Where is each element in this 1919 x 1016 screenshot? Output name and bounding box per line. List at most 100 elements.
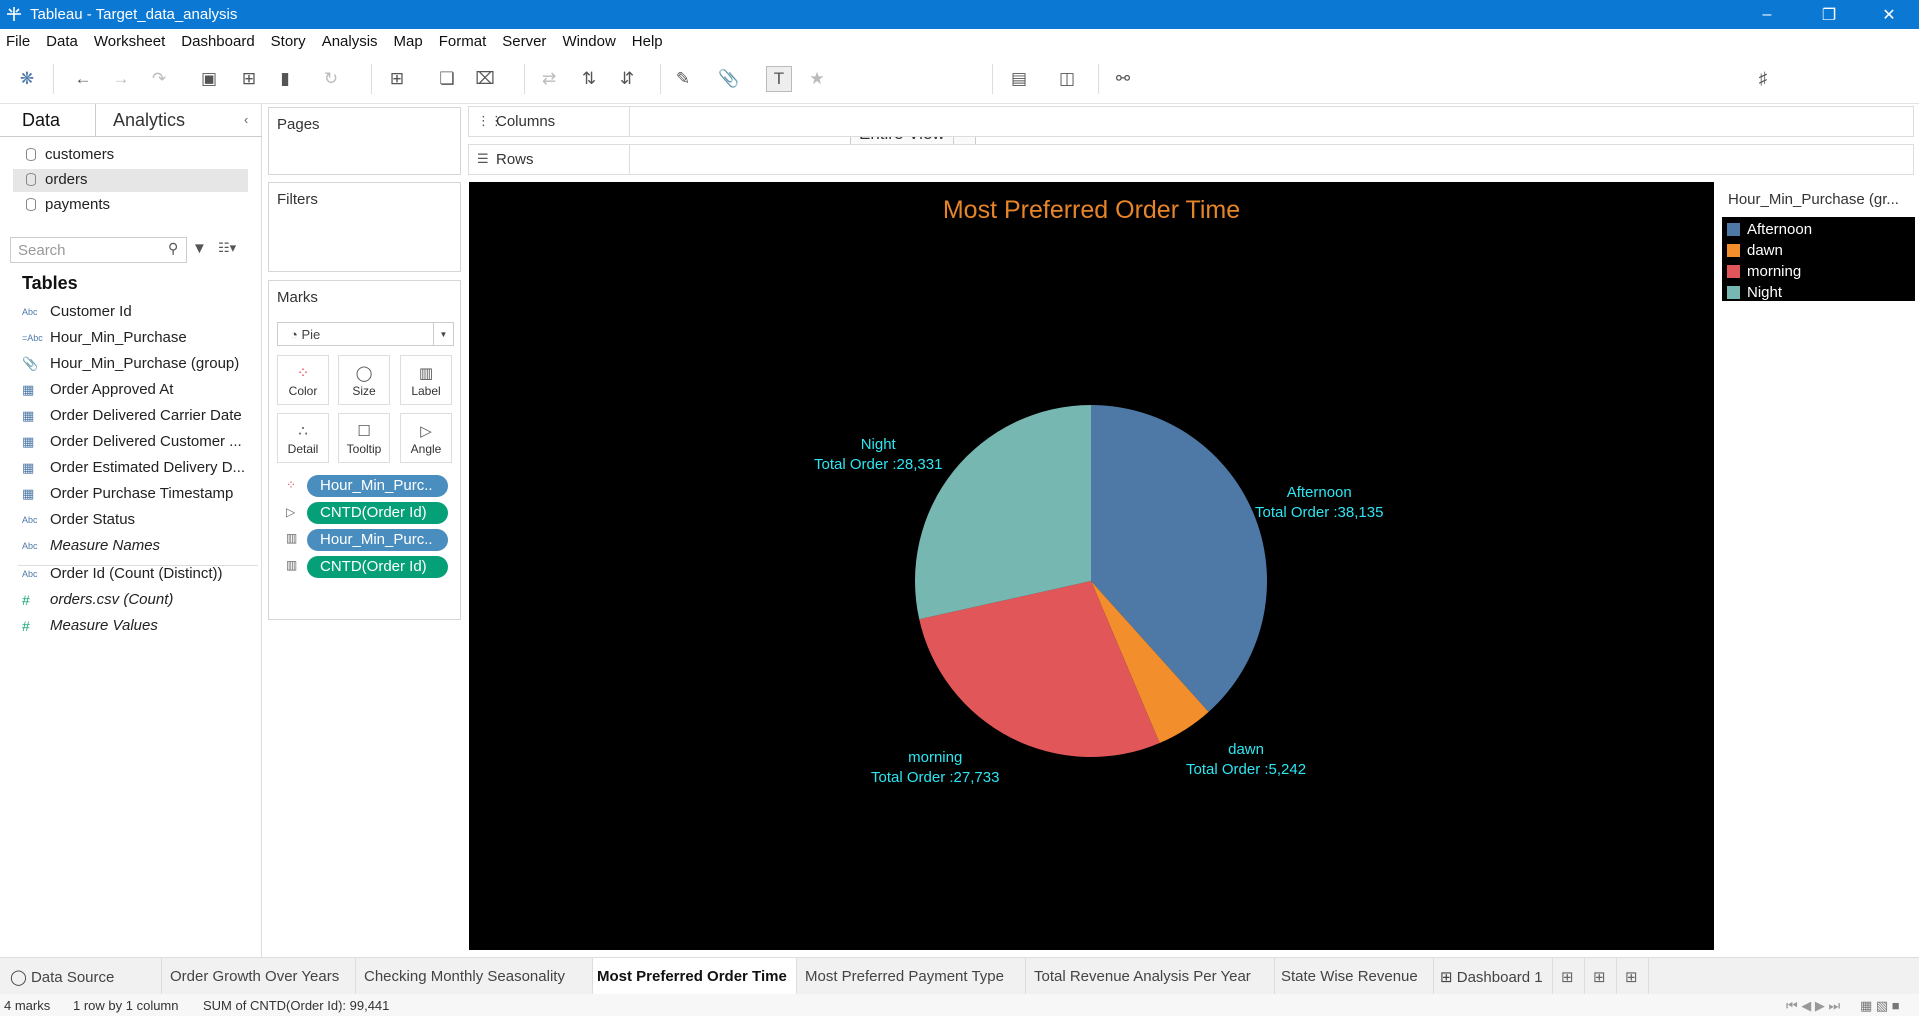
- field-item[interactable]: ▦ Order Delivered Carrier Date: [22, 407, 242, 424]
- pie-slice-dawn[interactable]: [1091, 581, 1209, 744]
- measure-item[interactable]: # orders.csv (Count): [22, 591, 173, 608]
- menu-file[interactable]: File: [6, 33, 31, 50]
- new-worksheet-icon[interactable]: ⊞: [1553, 958, 1585, 995]
- data-tab-selected-bg: [0, 104, 96, 137]
- pill-angle-measure[interactable]: CNTD(Order Id): [307, 502, 448, 524]
- menu-format[interactable]: Format: [438, 33, 487, 50]
- menu-data[interactable]: Data: [46, 33, 78, 50]
- tab-sheet[interactable]: Order Growth Over Years: [162, 958, 356, 995]
- tab-dashboard[interactable]: ⊞ Dashboard 1: [1434, 958, 1553, 995]
- new-worksheet-icon[interactable]: ⊞: [389, 69, 405, 88]
- measure-item[interactable]: # Measure Values: [22, 617, 158, 634]
- size-button[interactable]: ◯ Size: [338, 355, 390, 405]
- color-button[interactable]: ⁘ Color: [277, 355, 329, 405]
- field-label: Order Estimated Delivery D...: [50, 459, 246, 476]
- new-story-icon[interactable]: ⊞: [1617, 958, 1649, 995]
- menu-dashboard[interactable]: Dashboard: [181, 33, 255, 50]
- field-item[interactable]: ▦ Order Estimated Delivery D...: [22, 459, 245, 476]
- share-icon[interactable]: ⚯: [1115, 69, 1131, 88]
- mark-type-dropdown[interactable]: ◔ Pie ▼: [277, 322, 454, 346]
- close-button[interactable]: ✕: [1882, 6, 1896, 24]
- field-item[interactable]: ▦ Order Purchase Timestamp: [22, 485, 233, 502]
- view-toggle-icon[interactable]: ▦ ▧ ■: [1860, 998, 1900, 1013]
- menu-analysis[interactable]: Analysis: [321, 33, 378, 50]
- pie-slice-night[interactable]: [915, 405, 1091, 620]
- angle-button[interactable]: ▷ Angle: [400, 413, 452, 463]
- menu-map[interactable]: Map: [393, 33, 423, 50]
- refresh-icon[interactable]: ↻: [323, 69, 339, 88]
- menu-window[interactable]: Window: [562, 33, 616, 50]
- tab-sheet[interactable]: Total Revenue Analysis Per Year: [1026, 958, 1275, 995]
- tooltip-button[interactable]: ☐ Tooltip: [338, 413, 390, 463]
- tab-sheet[interactable]: Checking Monthly Seasonality: [356, 958, 593, 995]
- field-item[interactable]: Abc Measure Names: [22, 537, 160, 554]
- pie-slice-afternoon[interactable]: [1091, 405, 1267, 712]
- legend-item[interactable]: Afternoon: [1727, 221, 1812, 238]
- measure-item[interactable]: Abc Order Id (Count (Distinct)): [22, 565, 223, 582]
- columns-shelf[interactable]: ⋮⋮ Columns: [468, 106, 1914, 137]
- clear-sheet-icon[interactable]: ⌧: [475, 69, 495, 88]
- replay-icon[interactable]: ↷: [151, 69, 167, 88]
- color-legend[interactable]: Hour_Min_Purchase (gr... Afternoon dawn …: [1722, 183, 1915, 301]
- tab-analytics[interactable]: Analytics: [113, 110, 186, 130]
- menu-help[interactable]: Help: [631, 33, 663, 50]
- field-item[interactable]: =Abc Hour_Min_Purchase: [22, 329, 187, 346]
- redo-icon[interactable]: →: [112, 69, 130, 88]
- show-labels-icon[interactable]: T: [766, 66, 792, 92]
- date-type-icon: ▦: [22, 433, 35, 449]
- cards-icon[interactable]: ▤: [1010, 69, 1028, 88]
- minimize-button[interactable]: –: [1762, 5, 1772, 23]
- field-item[interactable]: 📎 Hour_Min_Purchase (group): [22, 355, 239, 372]
- detail-button[interactable]: ∴ Detail: [277, 413, 329, 463]
- label-button[interactable]: ▥ Label: [400, 355, 452, 405]
- field-item[interactable]: ▦ Order Approved At: [22, 381, 173, 398]
- menu-server[interactable]: Server: [502, 33, 547, 50]
- undo-icon[interactable]: ←: [74, 69, 92, 88]
- save-icon[interactable]: ▣: [200, 69, 218, 88]
- paint-roller-icon[interactable]: ♯: [1758, 69, 1768, 88]
- new-data-source-icon[interactable]: ⊞: [241, 69, 257, 88]
- legend-item[interactable]: Night: [1727, 284, 1782, 301]
- pill-label-field[interactable]: Hour_Min_Purc..: [307, 529, 448, 551]
- collapse-pane-icon[interactable]: ‹: [244, 112, 249, 127]
- legend-item[interactable]: morning: [1727, 263, 1801, 280]
- pill-color-field[interactable]: Hour_Min_Purc..: [307, 475, 448, 497]
- page-nav-icon[interactable]: ⏮ ◀ ▶ ⏭: [1786, 998, 1841, 1013]
- data-source-item[interactable]: orders: [26, 171, 88, 188]
- group-members-icon[interactable]: 📎: [718, 69, 740, 88]
- filter-icon[interactable]: ▼: [192, 240, 207, 257]
- pause-updates-icon[interactable]: ▮: [280, 69, 290, 88]
- legend-item[interactable]: dawn: [1727, 242, 1783, 259]
- rows-shelf[interactable]: ☰ Rows: [468, 144, 1914, 175]
- swap-icon[interactable]: ⇄: [541, 69, 557, 88]
- field-item[interactable]: Abc Customer Id: [22, 303, 132, 320]
- tab-sheet[interactable]: State Wise Revenue: [1275, 958, 1434, 995]
- duplicate-sheet-icon[interactable]: ❏: [439, 69, 455, 88]
- tab-sheet-active[interactable]: Most Preferred Order Time: [593, 958, 797, 995]
- menu-story[interactable]: Story: [270, 33, 306, 50]
- new-dashboard-icon[interactable]: ⊞: [1585, 958, 1617, 995]
- restore-button[interactable]: ❐: [1821, 6, 1837, 24]
- sort-ascending-icon[interactable]: ⇅: [581, 69, 597, 88]
- field-item[interactable]: ▦ Order Delivered Customer ...: [22, 433, 242, 450]
- tab-data-source[interactable]: ◯ Data Source: [0, 958, 162, 995]
- data-source-item[interactable]: customers: [26, 146, 114, 163]
- search-input[interactable]: Search: [10, 237, 187, 263]
- menu-worksheet[interactable]: Worksheet: [93, 33, 166, 50]
- fix-axes-icon[interactable]: ★: [809, 69, 825, 88]
- presentation-mode-icon[interactable]: ◫: [1058, 69, 1076, 88]
- highlight-icon[interactable]: ✎: [675, 69, 691, 88]
- view-options-icon[interactable]: ☷▾: [218, 240, 237, 255]
- pie-slice-morning[interactable]: [919, 581, 1160, 757]
- filters-card[interactable]: Filters: [268, 182, 461, 272]
- sort-descending-icon[interactable]: ⇵: [619, 69, 635, 88]
- tableau-home-icon[interactable]: ❋: [19, 69, 35, 88]
- data-source-item[interactable]: payments: [26, 196, 110, 213]
- field-item[interactable]: Abc Order Status: [22, 511, 135, 528]
- tab-data[interactable]: Data: [22, 110, 61, 130]
- tab-sheet[interactable]: Most Preferred Payment Type: [797, 958, 1026, 995]
- data-source-label: payments: [45, 196, 111, 213]
- pill-label-measure[interactable]: CNTD(Order Id): [307, 556, 448, 578]
- pages-card[interactable]: Pages: [268, 107, 461, 175]
- tables-heading: Tables: [22, 273, 78, 293]
